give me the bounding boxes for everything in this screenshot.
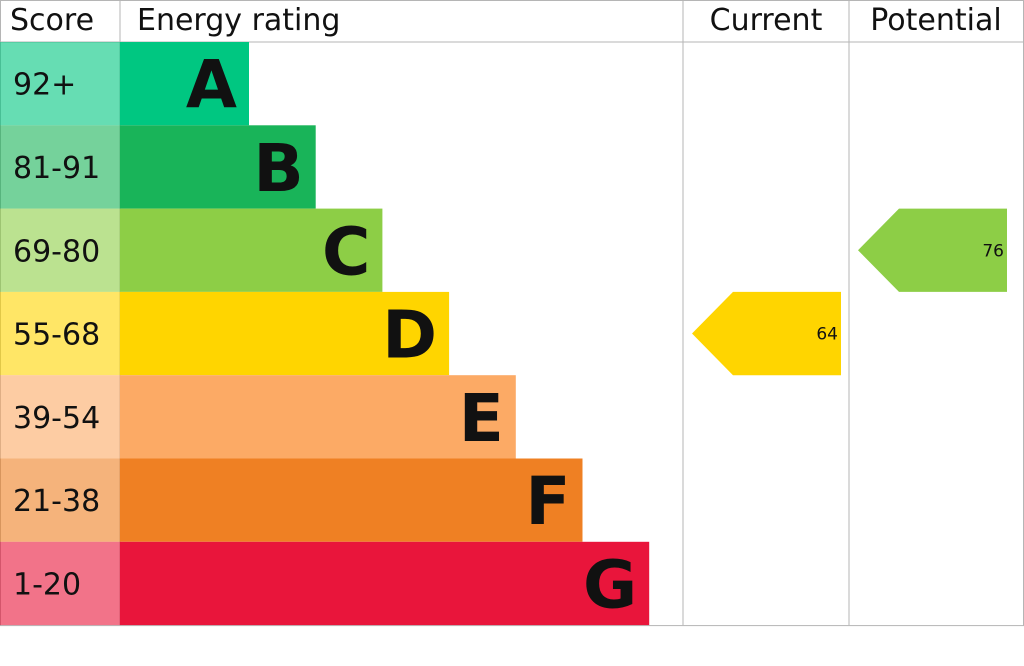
rating-bar-G [120,541,650,626]
rating-bar-D [120,291,450,376]
score-cell-B [0,125,120,209]
score-cell-F [0,458,120,542]
header-energy-rating: Energy rating [137,3,340,38]
potential-rating-arrow [858,208,1007,292]
rating-letter: F [525,463,570,540]
score-cell-E [0,375,120,459]
score-cell-A [0,42,120,126]
rating-bar-F [120,458,583,542]
rating-letter: E [459,380,504,457]
score-range-label: 21-38 [13,484,100,519]
rating-bar-B [120,125,316,209]
score-range-label: 39-54 [13,401,100,436]
rating-bar-C [120,208,383,292]
score-cell-D [0,291,120,376]
header-score: Score [10,3,94,38]
current-rating-value: 64 [816,325,838,345]
score-cell-G [0,541,120,626]
rating-bar-A [120,42,249,126]
score-range-label: 92+ [13,68,76,103]
rating-letter: C [322,213,370,290]
current-rating-arrow [692,291,841,376]
header-current: Current [710,3,823,38]
score-range-label: 55-68 [13,318,100,353]
score-range-label: 81-91 [13,151,100,186]
score-range-label: 1-20 [13,567,81,602]
rating-letter: D [382,297,437,374]
potential-rating-value: 76 [982,241,1004,261]
rating-letter: G [583,546,637,623]
rating-letter: B [253,130,303,207]
header-potential: Potential [870,3,1001,38]
score-range-label: 69-80 [13,234,100,269]
rating-letter: A [186,47,237,124]
rating-bar-E [120,375,516,459]
score-cell-C [0,208,120,292]
